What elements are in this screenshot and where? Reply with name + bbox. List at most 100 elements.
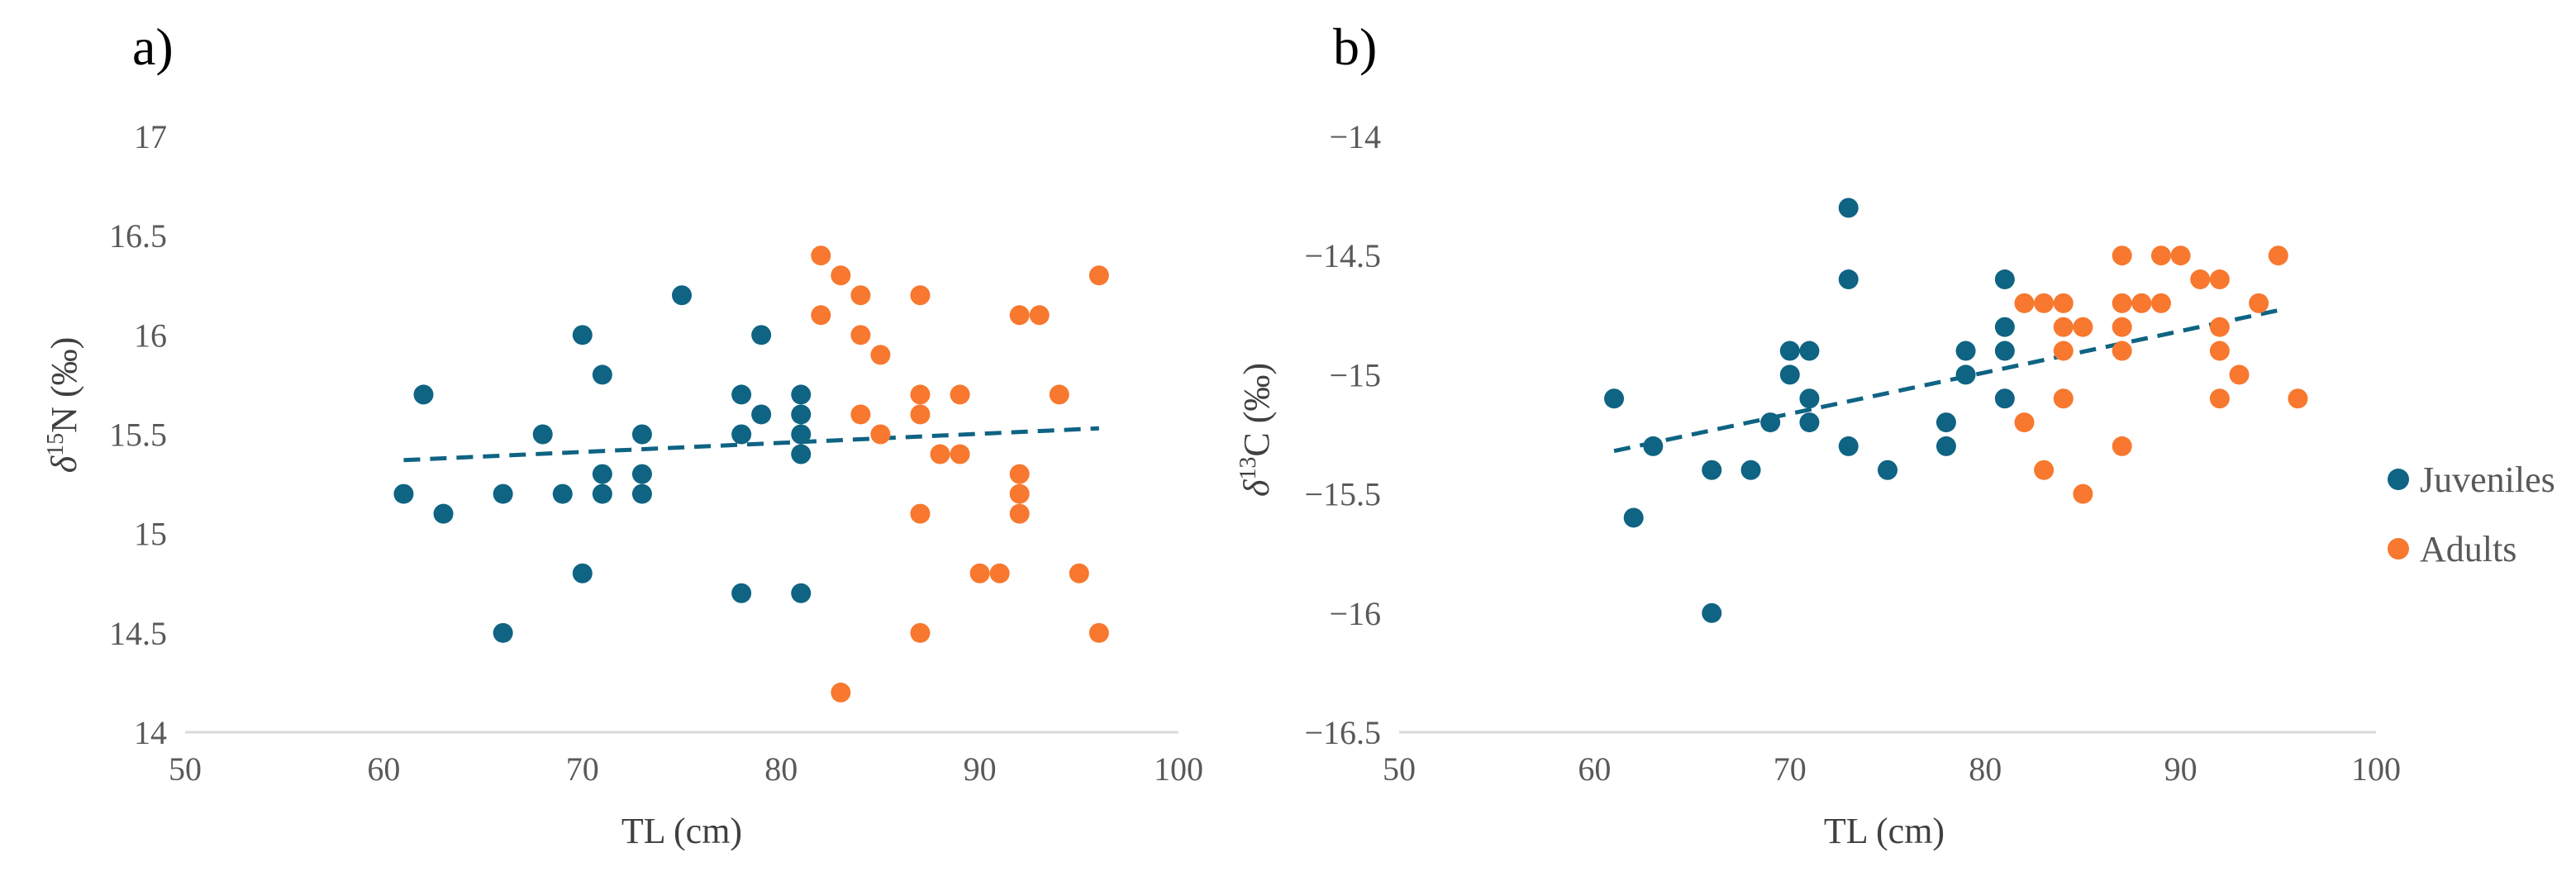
panel-a-y-tick-label: 14 bbox=[134, 714, 167, 751]
panel-a-point-adults bbox=[811, 245, 831, 266]
panel-a-point-adults bbox=[1009, 483, 1030, 504]
panel-a-point-adults bbox=[1088, 265, 1109, 286]
panel-a-y-tick-label: 15 bbox=[134, 516, 167, 553]
legend-marker-juveniles bbox=[2388, 469, 2409, 490]
panel-a-point-juveniles bbox=[631, 483, 652, 504]
panel-b-point-adults bbox=[2053, 340, 2074, 361]
panel-b-point-adults bbox=[2131, 293, 2152, 313]
panel-b-point-juveniles bbox=[1955, 364, 1976, 385]
panel-a-y-tick-label: 15.5 bbox=[109, 417, 167, 454]
panel-b-x-tick-label: 100 bbox=[2351, 750, 2401, 788]
panel-a-x-tick-label: 70 bbox=[566, 750, 599, 788]
panel-a-x-ticks: 50 60 70 80 90 100 bbox=[169, 750, 1203, 788]
panel-a-point-juveniles bbox=[751, 325, 772, 345]
panel-b-point-juveniles bbox=[1799, 388, 1820, 409]
panel-b-point-adults bbox=[2112, 317, 2132, 337]
panel-b-point-adults bbox=[2112, 245, 2132, 266]
panel-b-point-adults bbox=[2150, 293, 2171, 313]
panel-a-point-juveniles bbox=[631, 464, 652, 484]
panel-b-point-juveniles bbox=[1994, 269, 2015, 290]
panel-a-point-juveniles bbox=[791, 424, 812, 445]
panel-a-point-juveniles bbox=[552, 483, 573, 504]
panel-b-x-tick-label: 50 bbox=[1383, 750, 1416, 788]
panel-a-y-delta: δ bbox=[44, 455, 84, 473]
panel-b-point-adults bbox=[2209, 388, 2230, 409]
panel-a-trendline bbox=[403, 426, 1099, 463]
panel-b-point-adults bbox=[2209, 269, 2230, 290]
panel-a-point-adults bbox=[910, 503, 931, 524]
legend: Juveniles Adults bbox=[2388, 460, 2555, 569]
panel-a-x-tick-label: 80 bbox=[764, 750, 798, 788]
panel-b-y-axis-title: δ13C (‰) bbox=[1236, 363, 1277, 497]
panel-b-y-element: C (‰) bbox=[1236, 363, 1277, 457]
panel-a-point-juveniles bbox=[532, 424, 553, 445]
panel-b-point-adults bbox=[2209, 340, 2230, 361]
panel-a-label: a) bbox=[132, 17, 174, 76]
panel-a-point-juveniles bbox=[791, 384, 812, 405]
panel-b-point-juveniles bbox=[1702, 602, 1722, 623]
panel-b-point-adults bbox=[2112, 436, 2132, 456]
panel-a-point-juveniles bbox=[592, 364, 612, 385]
panel-a-point-juveniles bbox=[731, 384, 752, 405]
panel-a-point-adults bbox=[850, 325, 871, 345]
panel-b-point-adults bbox=[2053, 388, 2074, 409]
panel-b-point-juveniles bbox=[1994, 388, 2015, 409]
panel-a-point-juveniles bbox=[672, 285, 692, 306]
panel-a-point-adults bbox=[850, 404, 871, 425]
panel-b-x-ticks: 50 60 70 80 90 100 bbox=[1383, 750, 2401, 788]
panel-b-point-adults bbox=[2190, 269, 2211, 290]
panel-a-point-adults bbox=[811, 305, 831, 326]
panel-b-point-juveniles bbox=[1936, 412, 1956, 433]
panel-a-point-juveniles bbox=[572, 325, 593, 345]
panel-a-x-tick-label: 90 bbox=[964, 750, 997, 788]
panel-a-y-element: N (‰) bbox=[44, 337, 84, 433]
panel-a-point-adults bbox=[1049, 384, 1069, 405]
panel-b-point-juveniles bbox=[1838, 198, 1859, 218]
panel-b-point-adults bbox=[2150, 245, 2171, 266]
panel-b-point-juveniles bbox=[1740, 460, 1761, 480]
panel-a-point-adults bbox=[1009, 464, 1030, 484]
panel-a-point-adults bbox=[950, 384, 970, 405]
panel-b-point-juveniles bbox=[1779, 340, 1800, 361]
panel-a-point-adults bbox=[831, 682, 851, 702]
panel-a-point-juveniles bbox=[791, 404, 812, 425]
panel-b-point-juveniles bbox=[1936, 436, 1956, 456]
panel-b-point-adults bbox=[2034, 293, 2055, 313]
panel-b-point-adults bbox=[2112, 293, 2132, 313]
panel-a-point-juveniles bbox=[433, 503, 454, 524]
panel-a-point-juveniles bbox=[592, 483, 612, 504]
panel-a-point-adults bbox=[831, 265, 851, 286]
panel-b-point-juveniles bbox=[1604, 388, 1625, 409]
panel-a-point-juveniles bbox=[731, 583, 752, 603]
panel-b-x-tick-label: 60 bbox=[1578, 750, 1611, 788]
panel-a-point-juveniles bbox=[791, 583, 812, 603]
panel-b-y-tick-label: −16.5 bbox=[1304, 714, 1381, 751]
panel-a-point-adults bbox=[910, 622, 931, 643]
panel-b-point-adults bbox=[2034, 460, 2055, 480]
panel-b-y-superscript: 13 bbox=[1236, 457, 1261, 480]
panel-b-y-delta: δ bbox=[1236, 479, 1277, 497]
panel-a-y-ticks: 14 14.5 15 15.5 16 16.5 17 bbox=[109, 118, 167, 751]
panel-b-point-juveniles bbox=[1702, 460, 1722, 480]
panel-b-point-juveniles bbox=[1955, 340, 1976, 361]
panel-a-point-juveniles bbox=[791, 444, 812, 464]
panel-a-point-juveniles bbox=[413, 384, 434, 405]
panel-a-x-axis-title: TL (cm) bbox=[621, 811, 742, 851]
panel-a-point-adults bbox=[989, 563, 1010, 583]
panel-b-point-juveniles bbox=[1838, 436, 1859, 456]
panel-a-point-juveniles bbox=[592, 464, 612, 484]
legend-marker-adults bbox=[2388, 538, 2409, 560]
panel-b-point-juveniles bbox=[1838, 269, 1859, 290]
panel-b-point-adults bbox=[2053, 317, 2074, 337]
panel-a-x-tick-label: 60 bbox=[367, 750, 400, 788]
panel-b-x-tick-label: 80 bbox=[1969, 750, 2002, 788]
panel-a-point-adults bbox=[1009, 305, 1030, 326]
panel-b-point-adults bbox=[2229, 364, 2250, 385]
panel-a-x-tick-label: 50 bbox=[169, 750, 202, 788]
panel-b-trendline bbox=[1613, 308, 2279, 454]
panel-a-y-tick-label: 17 bbox=[134, 118, 167, 155]
panel-b-point-adults bbox=[2073, 483, 2093, 504]
panel-b-y-tick-label: −14.5 bbox=[1304, 237, 1381, 274]
panel-a-y-tick-label: 16 bbox=[134, 317, 167, 354]
